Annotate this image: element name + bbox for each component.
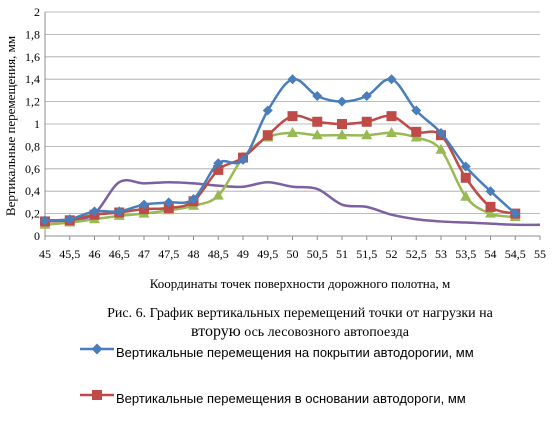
- data-point: [435, 143, 447, 154]
- y-tick-label: 0,2: [25, 207, 40, 221]
- y-tick-label: 0: [34, 229, 40, 243]
- x-tick-label: 47,5: [158, 247, 179, 261]
- data-point: [312, 91, 323, 101]
- series-0: [40, 74, 521, 226]
- y-tick-label: 0,6: [25, 162, 40, 176]
- legend-label-surface: Вертикальные перемещения на покрытии авт…: [116, 345, 474, 360]
- gridlines: [45, 11, 540, 215]
- legend-swatch-square-icon: [80, 390, 114, 400]
- x-tick-label: 50: [287, 247, 299, 261]
- data-point: [287, 126, 298, 137]
- data-point: [312, 116, 323, 127]
- y-tick-labels: 0 0,2 0,4 0,6 0,8 1 1,2 1,4 1,6 1,8 2: [25, 5, 40, 243]
- x-tick-label: 52: [386, 247, 398, 261]
- series-lines: [39, 74, 541, 229]
- x-tick-label: 46,5: [109, 247, 130, 261]
- x-tick-label: 45: [39, 247, 51, 261]
- data-point: [114, 206, 125, 217]
- x-tick-label: 49: [237, 247, 249, 261]
- data-point: [460, 172, 471, 183]
- data-point: [436, 127, 446, 138]
- x-tick-label: 45,5: [59, 247, 80, 261]
- series-line-3: [44, 179, 541, 227]
- x-tick-label: 46: [89, 247, 101, 261]
- data-point: [287, 111, 298, 122]
- data-point: [411, 126, 422, 137]
- data-point: [287, 74, 298, 85]
- legend-swatch-diamond-icon: [80, 343, 114, 355]
- data-point: [386, 74, 397, 85]
- x-tick-label: 53,5: [455, 247, 476, 261]
- data-point: [386, 111, 397, 122]
- data-point: [485, 201, 496, 212]
- caption-rest: ось лесовозного автопоезда: [240, 325, 409, 340]
- x-tick-label: 50,5: [307, 247, 328, 261]
- data-point: [510, 208, 521, 219]
- y-tick-label: 1,8: [25, 27, 40, 41]
- legend-item-base: Вертикальные перемещения в основании авт…: [74, 388, 544, 434]
- legend-label-base: Вертикальные перемещения в основании авт…: [116, 391, 466, 406]
- series-3: [44, 179, 541, 227]
- data-point: [139, 199, 149, 210]
- x-tick-label: 55: [534, 247, 546, 261]
- data-point: [485, 186, 496, 197]
- x-tick-label: 53: [435, 247, 447, 261]
- y-tick-label: 2: [34, 5, 40, 19]
- data-point: [64, 214, 75, 225]
- data-point: [40, 215, 50, 226]
- data-point: [262, 130, 273, 141]
- figure-caption-line-1: Рис. 6. График вертикальных перемещений …: [107, 306, 493, 321]
- x-tick-label: 47: [138, 247, 150, 261]
- data-point: [336, 129, 348, 140]
- data-point: [89, 206, 100, 217]
- x-tick-labels: 45 45,5 46 46,5 47 47,5 48 48,5 49 49,5 50 50,5 51 51…: [39, 236, 546, 261]
- x-tick-label: 52,5: [406, 247, 427, 261]
- caption-emphasis: вторую: [191, 323, 241, 340]
- y-tick-label: 0,4: [25, 184, 40, 198]
- data-point: [386, 126, 397, 137]
- data-point: [163, 203, 174, 213]
- data-point: [361, 116, 372, 127]
- x-tick-label: 54: [485, 247, 497, 261]
- data-point: [411, 105, 422, 116]
- data-point: [163, 197, 174, 208]
- data-point: [361, 129, 373, 140]
- data-point: [460, 161, 471, 172]
- x-tick-label: 48: [188, 247, 200, 261]
- x-tick-label: 49,5: [257, 247, 278, 261]
- data-point: [485, 207, 496, 218]
- data-point: [212, 189, 224, 200]
- series-line-0: [44, 77, 517, 222]
- y-tick-label: 1,2: [25, 95, 40, 109]
- y-tick-label: 1,6: [25, 50, 40, 64]
- x-axis-label: Координаты точек поверхности дорожного п…: [150, 276, 450, 291]
- data-point: [213, 164, 224, 175]
- data-point: [188, 194, 199, 205]
- y-axis-label: Вертикальные перемещения, мм: [3, 36, 18, 216]
- y-tick-label: 1,4: [25, 72, 40, 86]
- y-tick-label: 1: [34, 117, 40, 131]
- x-tick-label: 51: [336, 247, 348, 261]
- data-point: [311, 129, 323, 140]
- line-chart: 0 0,2 0,4 0,6 0,8 1 1,2 1,4 1,6 1,8 2 45 45,5 46 46,5…: [3, 5, 546, 291]
- data-point: [213, 158, 224, 169]
- legend-item-surface: Вертикальные перемещения на покрытии авт…: [74, 342, 544, 388]
- data-point: [262, 105, 273, 116]
- data-point: [238, 154, 248, 165]
- data-point: [337, 119, 347, 129]
- data-point: [361, 91, 372, 101]
- y-tick-label: 0,8: [25, 139, 40, 153]
- legend: Вертикальные перемещения на покрытии авт…: [74, 342, 544, 434]
- data-point: [460, 190, 472, 201]
- x-tick-label: 48,5: [208, 247, 229, 261]
- x-tick-label: 51,5: [356, 247, 377, 261]
- x-tick-label: 54,5: [505, 247, 526, 261]
- data-point: [337, 96, 347, 107]
- figure-caption-line-2: вторую ось лесовозного автопоезда: [60, 322, 540, 342]
